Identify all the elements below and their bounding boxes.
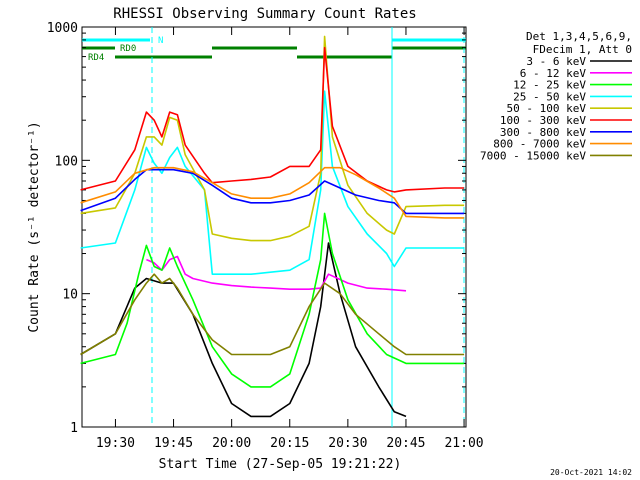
x-tick-label-3: 20:15	[270, 436, 309, 451]
series-line-7	[80, 166, 465, 219]
legend-label-0: 3 - 6 keV	[526, 55, 586, 68]
y-tick-label-2: 100	[55, 154, 78, 169]
x-tick-label-5: 20:45	[386, 436, 425, 451]
legend-label-8: 7000 - 15000 keV	[480, 149, 586, 162]
series-line-2	[80, 212, 465, 388]
plot-layer: RD0 RD4 N 1 10 100 1000 19:30 19:45 20:00 20:15 20:…	[47, 21, 632, 451]
x-axis-label: Start Time (27-Sep-05 19:21:22)	[159, 457, 402, 472]
series-line-0	[80, 242, 407, 418]
annotation-label-1: RD4	[88, 53, 104, 63]
plot-frame	[81, 26, 467, 428]
series-line-4	[80, 35, 465, 242]
legend-header-detectors: Det 1,3,4,5,6,9,	[526, 30, 632, 43]
y-axis-label: Count Rate (s⁻¹ detector⁻¹)	[27, 121, 42, 332]
x-tick-label-4: 20:30	[328, 436, 367, 451]
y-tick-label-3: 1000	[47, 21, 78, 36]
legend-label-5: 100 - 300 keV	[500, 114, 586, 127]
series-line-6	[80, 168, 465, 215]
y-tick-label-0: 1	[70, 421, 78, 436]
y-tick-label-1: 10	[62, 288, 78, 303]
series-line-5	[80, 46, 465, 193]
legend-label-2: 12 - 25 keV	[513, 79, 586, 92]
x-tick-label-6: 21:00	[444, 436, 483, 451]
annotation-label-2: N	[158, 36, 163, 46]
series-line-8	[80, 273, 465, 356]
footer-timestamp: 20-Oct-2021 14:02	[550, 468, 632, 477]
legend-label-6: 300 - 800 keV	[500, 126, 586, 139]
x-tick-label-1: 19:45	[154, 436, 193, 451]
x-tick-label-2: 20:00	[212, 436, 251, 451]
chart-title: RHESSI Observing Summary Count Rates	[113, 6, 416, 22]
legend-label-4: 50 - 100 keV	[507, 102, 587, 115]
x-tick-label-0: 19:30	[96, 436, 135, 451]
legend-label-7: 800 - 7000 keV	[493, 138, 586, 151]
legend-label-1: 6 - 12 keV	[520, 67, 587, 80]
legend-label-3: 25 - 50 keV	[513, 90, 586, 103]
series-line-3	[80, 90, 465, 276]
legend-header-decimation: FDecim 1, Att 0	[533, 43, 632, 56]
series-line-1	[146, 255, 407, 292]
annotation-label-0: RD0	[120, 44, 136, 54]
